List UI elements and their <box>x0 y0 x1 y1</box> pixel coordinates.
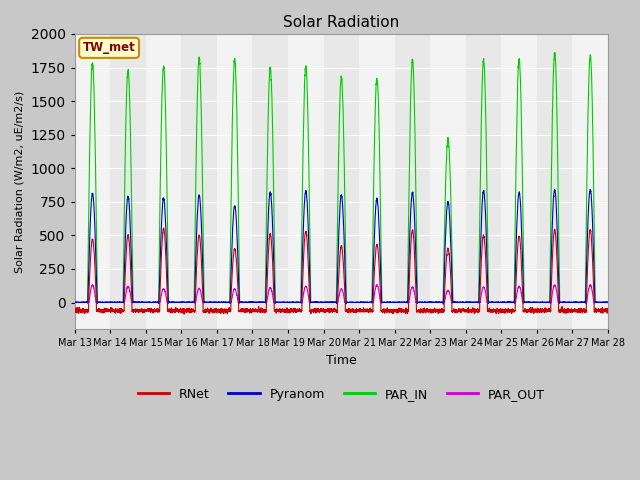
Bar <box>572 34 608 329</box>
PAR_OUT <box>71 300 79 305</box>
PAR_OUT <box>166 300 174 305</box>
PAR_IN <box>604 300 611 305</box>
Pyranom <box>461 300 468 305</box>
RNet <box>431 309 439 314</box>
RNet <box>492 307 499 312</box>
Text: TW_met: TW_met <box>83 41 136 54</box>
RNet <box>180 311 188 317</box>
PAR_IN <box>431 300 439 305</box>
Bar <box>288 34 324 329</box>
PAR_OUT <box>604 300 611 305</box>
PAR_IN <box>236 300 243 306</box>
PAR_IN <box>551 49 559 55</box>
RNet <box>461 307 468 312</box>
RNet <box>160 225 168 231</box>
Pyranom <box>491 300 499 305</box>
PAR_IN <box>166 300 174 305</box>
Pyranom <box>431 300 439 305</box>
RNet <box>604 306 612 312</box>
Bar <box>146 34 181 329</box>
Pyranom <box>71 300 79 305</box>
PAR_IN <box>604 300 612 305</box>
Pyranom <box>604 300 612 305</box>
RNet <box>71 307 79 313</box>
Bar <box>430 34 466 329</box>
Line: RNet: RNet <box>75 228 608 314</box>
Bar <box>217 34 252 329</box>
Pyranom <box>166 300 174 305</box>
RNet <box>167 309 175 314</box>
PAR_IN <box>491 300 499 305</box>
PAR_OUT <box>461 300 468 305</box>
Pyranom <box>586 186 594 192</box>
Legend: RNet, Pyranom, PAR_IN, PAR_OUT: RNet, Pyranom, PAR_IN, PAR_OUT <box>132 383 550 406</box>
Pyranom <box>440 301 447 307</box>
PAR_IN <box>321 300 329 305</box>
Pyranom <box>321 300 329 305</box>
Pyranom <box>604 300 611 305</box>
PAR_IN <box>71 300 79 305</box>
Title: Solar Radiation: Solar Radiation <box>284 15 399 30</box>
Bar <box>75 34 110 329</box>
Line: PAR_IN: PAR_IN <box>75 52 608 303</box>
PAR_IN <box>461 300 468 305</box>
PAR_OUT <box>321 300 329 305</box>
Line: PAR_OUT: PAR_OUT <box>75 285 608 303</box>
Bar <box>359 34 395 329</box>
Line: Pyranom: Pyranom <box>75 189 608 304</box>
RNet <box>604 307 611 313</box>
X-axis label: Time: Time <box>326 354 356 367</box>
RNet <box>322 307 330 313</box>
PAR_OUT <box>551 282 559 288</box>
PAR_OUT <box>491 300 499 305</box>
PAR_OUT <box>431 300 439 305</box>
Bar <box>501 34 537 329</box>
PAR_OUT <box>604 300 612 305</box>
Y-axis label: Solar Radiation (W/m2, uE/m2/s): Solar Radiation (W/m2, uE/m2/s) <box>15 91 25 273</box>
PAR_OUT <box>271 300 278 306</box>
